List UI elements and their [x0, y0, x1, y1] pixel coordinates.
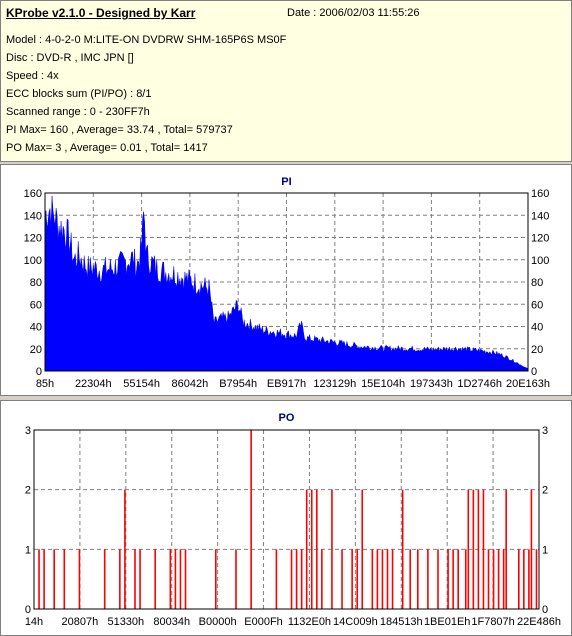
x-tick-label: EB917h — [267, 378, 306, 390]
x-tick-label: 14h — [25, 616, 43, 628]
x-tick-label: 51330h — [107, 616, 144, 628]
po-chart-panel: PO 0 0 1 1 2 2 3 3 14h 20807h 51330h 80034h B0000h E00… — [0, 400, 572, 636]
plot-border — [44, 192, 529, 372]
y-tick-label-left: 2 — [25, 485, 31, 497]
x-tick-label: 85h — [36, 378, 54, 390]
x-tick-label: 14C009h — [333, 616, 378, 628]
x-tick-label: 80034h — [153, 616, 190, 628]
chart-title: PI — [281, 176, 291, 188]
x-tick-label: 1D2746h — [457, 378, 502, 390]
disc-line: Disc : DVD-R , IMC JPN [] — [6, 52, 134, 64]
y-tick-label-right: 20 — [531, 344, 543, 356]
y-tick-label-right: 60 — [531, 299, 543, 311]
x-tick-label: B7954h — [219, 378, 257, 390]
y-tick-label-left: 60 — [30, 299, 42, 311]
y-tick-label-right: 2 — [542, 485, 548, 497]
y-tick-label-left: 120 — [24, 233, 42, 245]
scan-date: Date : 2006/02/03 11:55:26 — [287, 7, 420, 19]
x-tick-label: 123129h — [313, 378, 356, 390]
x-tick-label: 55154h — [123, 378, 160, 390]
x-tick-label: 1BE01Eh — [424, 616, 470, 628]
x-tick-label: E000Fh — [244, 616, 283, 628]
x-tick-label: 20807h — [62, 616, 99, 628]
pi-chart-panel: PI 0 0 20 20 40 40 60 60 80 80 100 100 120 120 140 140 16… — [0, 164, 572, 396]
plot-border — [33, 429, 540, 610]
y-tick-label-right: 1 — [542, 544, 548, 556]
chart-title: PO — [279, 412, 295, 424]
x-tick-label: 20E163h — [506, 378, 550, 390]
po-stats-line: PO Max= 3 , Average= 0.01 , Total= 1417 — [6, 142, 208, 154]
pi-stats-line: PI Max= 160 , Average= 33.74 , Total= 57… — [6, 124, 233, 136]
x-tick-label: 1132E0h — [288, 616, 331, 628]
y-tick-label-right: 0 — [542, 604, 548, 616]
pi-area-series — [44, 195, 529, 372]
y-tick-label-left: 3 — [25, 425, 31, 437]
x-tick-label: 184513h — [380, 616, 423, 628]
y-tick-label-left: 160 — [24, 188, 42, 200]
y-tick-label-left: 0 — [36, 366, 42, 378]
y-tick-label-left: 40 — [30, 322, 42, 334]
y-tick-label-left: 1 — [25, 544, 31, 556]
y-tick-label-right: 0 — [531, 366, 537, 378]
y-tick-label-right: 100 — [531, 255, 549, 267]
info-panel: KProbe v2.1.0 - Designed by Karr Date : … — [0, 0, 572, 162]
po-chart: PO 0 0 1 1 2 2 3 3 14h 20807h 51330h 80034h B0000h E00… — [25, 412, 561, 628]
y-tick-label-left: 20 — [30, 344, 42, 356]
model-line: Model : 4-0-2-0 M:LITE-ON DVDRW SHM-165P… — [6, 34, 287, 46]
y-tick-label-right: 40 — [531, 322, 543, 334]
range-line: Scanned range : 0 - 230FF7h — [6, 106, 150, 118]
y-tick-label-left: 140 — [24, 210, 42, 222]
x-tick-label: 1F7807h — [471, 616, 514, 628]
app-title: KProbe v2.1.0 - Designed by Karr — [6, 6, 196, 20]
pi-chart: PI 0 0 20 20 40 40 60 60 80 80 100 100 120 120 140 140 16… — [24, 176, 550, 390]
x-tick-label: 197343h — [410, 378, 453, 390]
y-tick-label-right: 120 — [531, 233, 549, 245]
y-tick-label-right: 80 — [531, 277, 543, 289]
y-tick-label-right: 140 — [531, 210, 549, 222]
x-tick-label: 86042h — [172, 378, 209, 390]
ecc-line: ECC blocks sum (PI/PO) : 8/1 — [6, 88, 152, 100]
y-tick-label-left: 100 — [24, 255, 42, 267]
y-tick-label-left: 0 — [25, 604, 31, 616]
y-tick-label-left: 80 — [30, 277, 42, 289]
x-tick-label: 22E486h — [517, 616, 561, 628]
x-tick-label: 22304h — [75, 378, 112, 390]
x-tick-label: 15E104h — [361, 378, 405, 390]
y-tick-label-right: 3 — [542, 425, 548, 437]
speed-line: Speed : 4x — [6, 70, 59, 82]
x-tick-label: B0000h — [199, 616, 237, 628]
y-tick-label-right: 160 — [531, 188, 549, 200]
